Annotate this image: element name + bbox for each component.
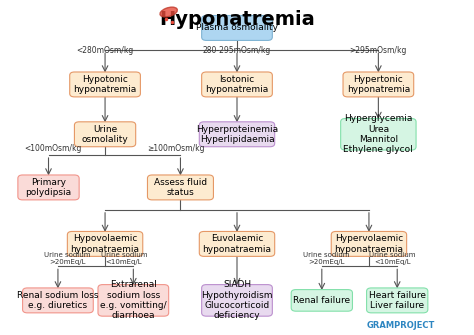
Text: Isotonic
hyponatremia: Isotonic hyponatremia [205, 75, 269, 94]
Text: Urine sodium
>20mEq/L: Urine sodium >20mEq/L [303, 252, 350, 265]
FancyBboxPatch shape [199, 231, 275, 256]
Text: Plasma osmolality: Plasma osmolality [196, 23, 278, 32]
Text: Hypertonic
hyponatremia: Hypertonic hyponatremia [347, 75, 410, 94]
Text: <280mOsm/kg: <280mOsm/kg [76, 46, 134, 55]
FancyBboxPatch shape [70, 72, 140, 97]
Text: Urine sodium
<10mEq/L: Urine sodium <10mEq/L [100, 252, 147, 265]
Text: Hyperglycemia
Urea
Mannitol
Ethylene glycol: Hyperglycemia Urea Mannitol Ethylene gly… [344, 114, 413, 154]
Ellipse shape [160, 7, 177, 17]
FancyBboxPatch shape [201, 285, 273, 316]
FancyBboxPatch shape [67, 231, 143, 256]
Text: Hypovolaemic
hyponatraemia: Hypovolaemic hyponatraemia [71, 234, 139, 254]
FancyBboxPatch shape [201, 15, 273, 41]
Text: Urine sodium
<10mEq/L: Urine sodium <10mEq/L [369, 252, 416, 265]
Text: Extrarenal
sodium loss
e.g. vomitting/
diarrhoea: Extrarenal sodium loss e.g. vomitting/ d… [100, 280, 167, 321]
FancyBboxPatch shape [18, 175, 79, 200]
Text: Hypotonic
hyponatremia: Hypotonic hyponatremia [73, 75, 137, 94]
Text: Assess fluid
status: Assess fluid status [154, 178, 207, 197]
FancyBboxPatch shape [98, 285, 169, 316]
Text: Urine
osmolality: Urine osmolality [82, 125, 128, 144]
Text: Hyponatremia: Hyponatremia [159, 10, 315, 29]
FancyBboxPatch shape [23, 288, 93, 313]
Text: ≥100mOsm/kg: ≥100mOsm/kg [147, 144, 204, 153]
FancyBboxPatch shape [199, 122, 275, 147]
FancyBboxPatch shape [74, 122, 136, 147]
Text: Hypervolaemic
hyponatraemia: Hypervolaemic hyponatraemia [335, 234, 403, 254]
Text: GRAMPROJECT: GRAMPROJECT [366, 321, 435, 330]
Text: 280-295mOsm/kg: 280-295mOsm/kg [203, 46, 271, 55]
FancyBboxPatch shape [201, 72, 273, 97]
Text: <100mOsm/kg: <100mOsm/kg [25, 144, 82, 153]
Text: Renal sodium loss
e.g. diuretics: Renal sodium loss e.g. diuretics [17, 291, 99, 310]
Text: SIADH
Hypothyroidism
Glucocorticoid
deficiency: SIADH Hypothyroidism Glucocorticoid defi… [201, 280, 273, 321]
Text: Heart failure
Liver failure: Heart failure Liver failure [369, 291, 426, 310]
Text: Hyperproteinemia
Hyperlipidaemia: Hyperproteinemia Hyperlipidaemia [196, 125, 278, 144]
FancyBboxPatch shape [291, 289, 353, 311]
FancyBboxPatch shape [331, 231, 407, 256]
Text: Urine sodium
>20mEq/L: Urine sodium >20mEq/L [44, 252, 91, 265]
Text: >295mOsm/kg: >295mOsm/kg [350, 46, 407, 55]
FancyBboxPatch shape [343, 72, 414, 97]
Text: Euvolaemic
hyponatraemia: Euvolaemic hyponatraemia [202, 234, 272, 254]
Text: Primary
polydipsia: Primary polydipsia [26, 178, 72, 197]
Text: Renal failure: Renal failure [293, 296, 350, 305]
FancyBboxPatch shape [366, 288, 428, 313]
FancyBboxPatch shape [341, 119, 416, 150]
FancyBboxPatch shape [147, 175, 213, 200]
